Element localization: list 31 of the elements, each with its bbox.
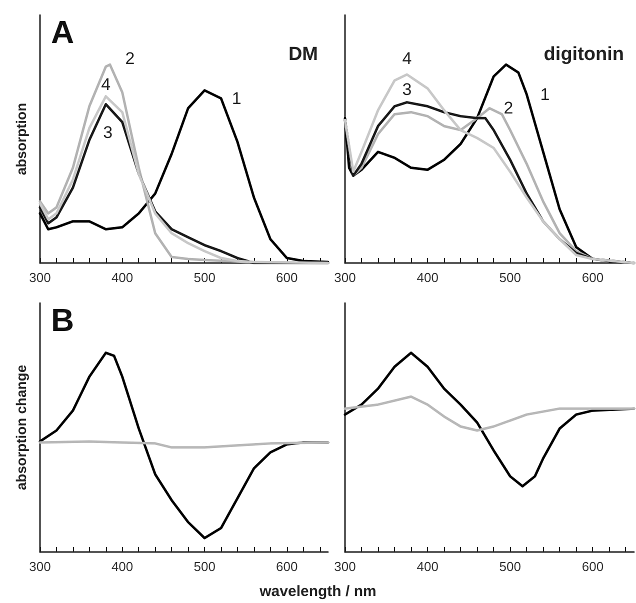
series-label: 4	[101, 74, 111, 94]
x-tick-label: 400	[111, 270, 134, 285]
y-axis-title: absorption	[13, 102, 29, 176]
x-axis-title: wavelength / nm	[258, 583, 378, 600]
series-label: 1	[540, 85, 550, 104]
series-label: 3	[103, 122, 113, 142]
series-label: 2	[504, 98, 514, 118]
series-label: 2	[125, 49, 135, 68]
x-tick-label: 600	[276, 270, 298, 285]
x-tick-label: 300	[334, 270, 356, 285]
chart-title: A	[51, 14, 74, 50]
x-tick-label: 400	[416, 559, 438, 574]
x-tick-label: 600	[582, 559, 604, 574]
x-tick-label: 400	[416, 270, 438, 285]
x-tick-label: 500	[194, 559, 216, 574]
x-tick-label: 600	[276, 559, 298, 574]
x-tick-label: 600	[582, 270, 604, 285]
series-label: 1	[232, 88, 242, 108]
annotation: DM	[288, 44, 318, 65]
x-tick-label: 300	[29, 559, 51, 574]
x-tick-label: 500	[499, 270, 521, 285]
x-tick-label: 300	[29, 270, 51, 285]
x-tick-label: 500	[194, 270, 216, 285]
chart-title: B	[51, 302, 74, 338]
y-axis-title: absorption change	[13, 364, 29, 490]
x-tick-label: 500	[499, 559, 521, 574]
annotation: digitonin	[544, 44, 624, 65]
x-tick-label: 400	[111, 559, 134, 574]
series-label: 4	[402, 49, 412, 68]
series-label: 3	[402, 80, 412, 99]
x-tick-label: 300	[334, 559, 356, 574]
